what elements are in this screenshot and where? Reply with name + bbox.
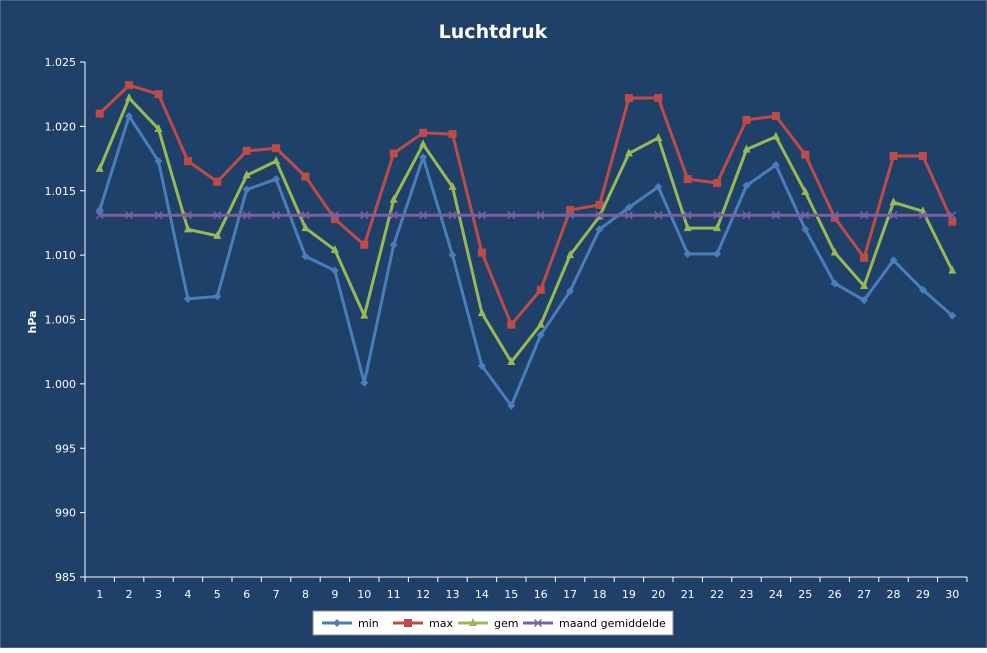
y-tick-label: 1.020 xyxy=(45,120,77,133)
data-point-max xyxy=(537,286,545,294)
legend-label: max xyxy=(429,617,453,630)
data-point-max xyxy=(360,241,368,249)
data-point-max xyxy=(125,81,133,89)
legend-label: min xyxy=(358,617,379,630)
y-tick-label: 1.005 xyxy=(45,314,77,327)
x-tick-label: 3 xyxy=(155,588,162,601)
data-point-max xyxy=(213,178,221,186)
x-tick-label: 7 xyxy=(273,588,280,601)
data-point-max xyxy=(390,149,398,157)
x-tick-label: 2 xyxy=(126,588,133,601)
data-point-max xyxy=(272,144,280,152)
x-tick-label: 13 xyxy=(446,588,460,601)
x-tick-label: 16 xyxy=(534,588,548,601)
data-point-max xyxy=(419,129,427,137)
x-tick-label: 23 xyxy=(740,588,754,601)
x-tick-label: 15 xyxy=(504,588,518,601)
data-point-max xyxy=(684,175,692,183)
x-tick-label: 5 xyxy=(214,588,221,601)
data-point-max xyxy=(713,179,721,187)
legend-label: gem xyxy=(494,617,518,630)
data-point-max xyxy=(801,151,809,159)
x-tick-label: 19 xyxy=(622,588,636,601)
x-tick-label: 17 xyxy=(563,588,577,601)
y-tick-label: 1.000 xyxy=(45,378,77,391)
x-tick-label: 6 xyxy=(243,588,250,601)
x-tick-label: 9 xyxy=(331,588,338,601)
x-tick-label: 12 xyxy=(416,588,430,601)
data-point-max xyxy=(184,157,192,165)
x-tick-label: 28 xyxy=(887,588,901,601)
x-tick-label: 30 xyxy=(945,588,959,601)
x-tick-label: 20 xyxy=(651,588,665,601)
y-axis-label: hPa xyxy=(26,310,39,333)
legend-label: maand gemiddelde xyxy=(559,617,666,630)
x-tick-label: 25 xyxy=(798,588,812,601)
x-tick-label: 1 xyxy=(96,588,103,601)
x-tick-label: 11 xyxy=(387,588,401,601)
x-tick-label: 14 xyxy=(475,588,489,601)
y-tick-label: 985 xyxy=(55,571,76,584)
x-tick-label: 24 xyxy=(769,588,783,601)
y-tick-label: 995 xyxy=(55,442,76,455)
data-point-max xyxy=(654,94,662,102)
x-tick-label: 22 xyxy=(710,588,724,601)
data-point-max xyxy=(625,94,633,102)
y-tick-label: 1.010 xyxy=(45,249,77,262)
x-tick-label: 27 xyxy=(857,588,871,601)
x-tick-label: 26 xyxy=(828,588,842,601)
x-tick-label: 21 xyxy=(681,588,695,601)
x-tick-label: 4 xyxy=(184,588,191,601)
data-point-max xyxy=(96,110,104,118)
data-point-max xyxy=(155,90,163,98)
data-point-max xyxy=(478,249,486,257)
x-tick-label: 10 xyxy=(357,588,371,601)
chart-title: Luchtdruk xyxy=(439,21,548,43)
data-point-max xyxy=(860,254,868,262)
x-tick-label: 8 xyxy=(302,588,309,601)
x-tick-label: 29 xyxy=(916,588,930,601)
data-point-max xyxy=(302,173,310,181)
data-point-max xyxy=(449,130,457,138)
data-point-max xyxy=(772,112,780,120)
data-point-max xyxy=(919,152,927,160)
data-point-max xyxy=(890,152,898,160)
y-tick-label: 1.015 xyxy=(45,185,77,198)
data-point-max xyxy=(743,116,751,124)
legend: min max gem maand gemiddelde xyxy=(313,611,673,635)
x-tick-label: 18 xyxy=(593,588,607,601)
data-point-max xyxy=(507,321,515,329)
data-point-max xyxy=(243,147,251,155)
y-tick-label: 990 xyxy=(55,507,76,520)
y-tick-label: 1.025 xyxy=(45,56,77,69)
legend-marker xyxy=(404,619,412,627)
